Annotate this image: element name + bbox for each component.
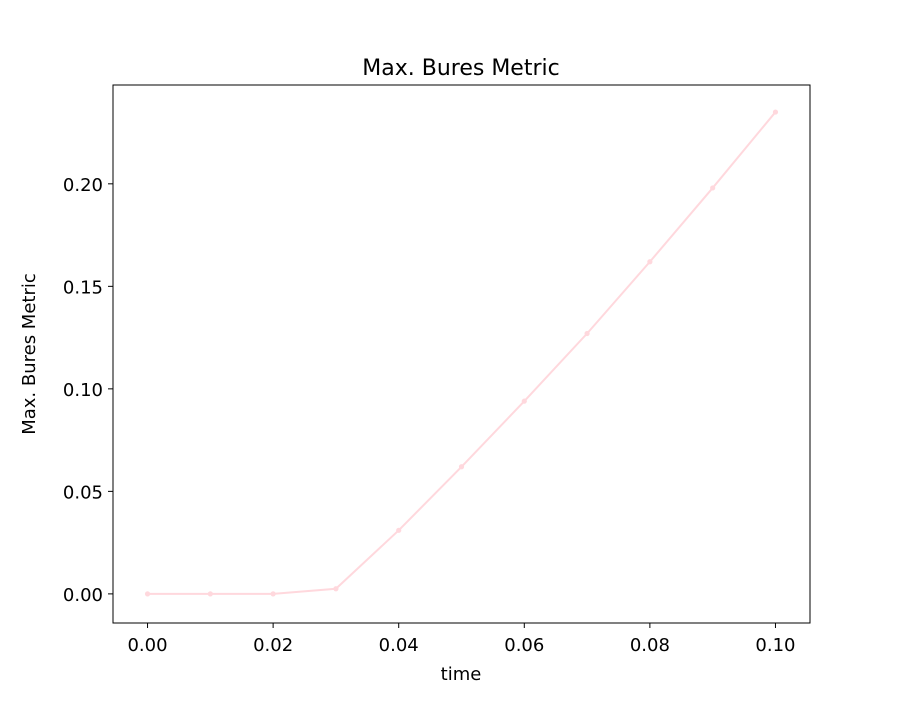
x-axis-label: time [441,664,482,685]
data-point [521,398,527,404]
y-axis-ticks: 0.00 0.05 0.10 0.15 0.20 [63,175,113,606]
data-point [270,591,276,597]
series-layer [144,109,779,597]
series-line [147,111,777,595]
chart-title: Max. Bures Metric [362,56,559,81]
x-tick-label: 0.02 [253,635,293,656]
data-point [458,464,465,470]
x-tick-label: 0.04 [379,635,419,656]
x-tick-label: 0.10 [755,635,795,656]
data-point [584,330,590,337]
plot-area-frame [112,84,811,624]
y-axis-label: Max. Bures Metric [19,273,40,435]
y-tick-label: 0.05 [63,482,103,503]
data-point [710,185,716,191]
data-point [647,259,653,265]
y-tick-label: 0.00 [63,585,103,606]
data-point [207,591,213,597]
x-tick-label: 0.08 [630,635,670,656]
x-tick-label: 0.06 [504,635,544,656]
y-tick-label: 0.10 [63,380,103,401]
y-tick-label: 0.20 [63,175,103,196]
data-point [144,591,151,597]
data-point [772,109,779,115]
x-tick-label: 0.00 [127,635,167,656]
y-tick-label: 0.15 [63,277,103,298]
data-point [396,527,402,533]
x-axis-ticks: 0.00 0.02 0.04 0.06 0.08 0.10 [127,623,796,656]
data-point [333,586,339,592]
